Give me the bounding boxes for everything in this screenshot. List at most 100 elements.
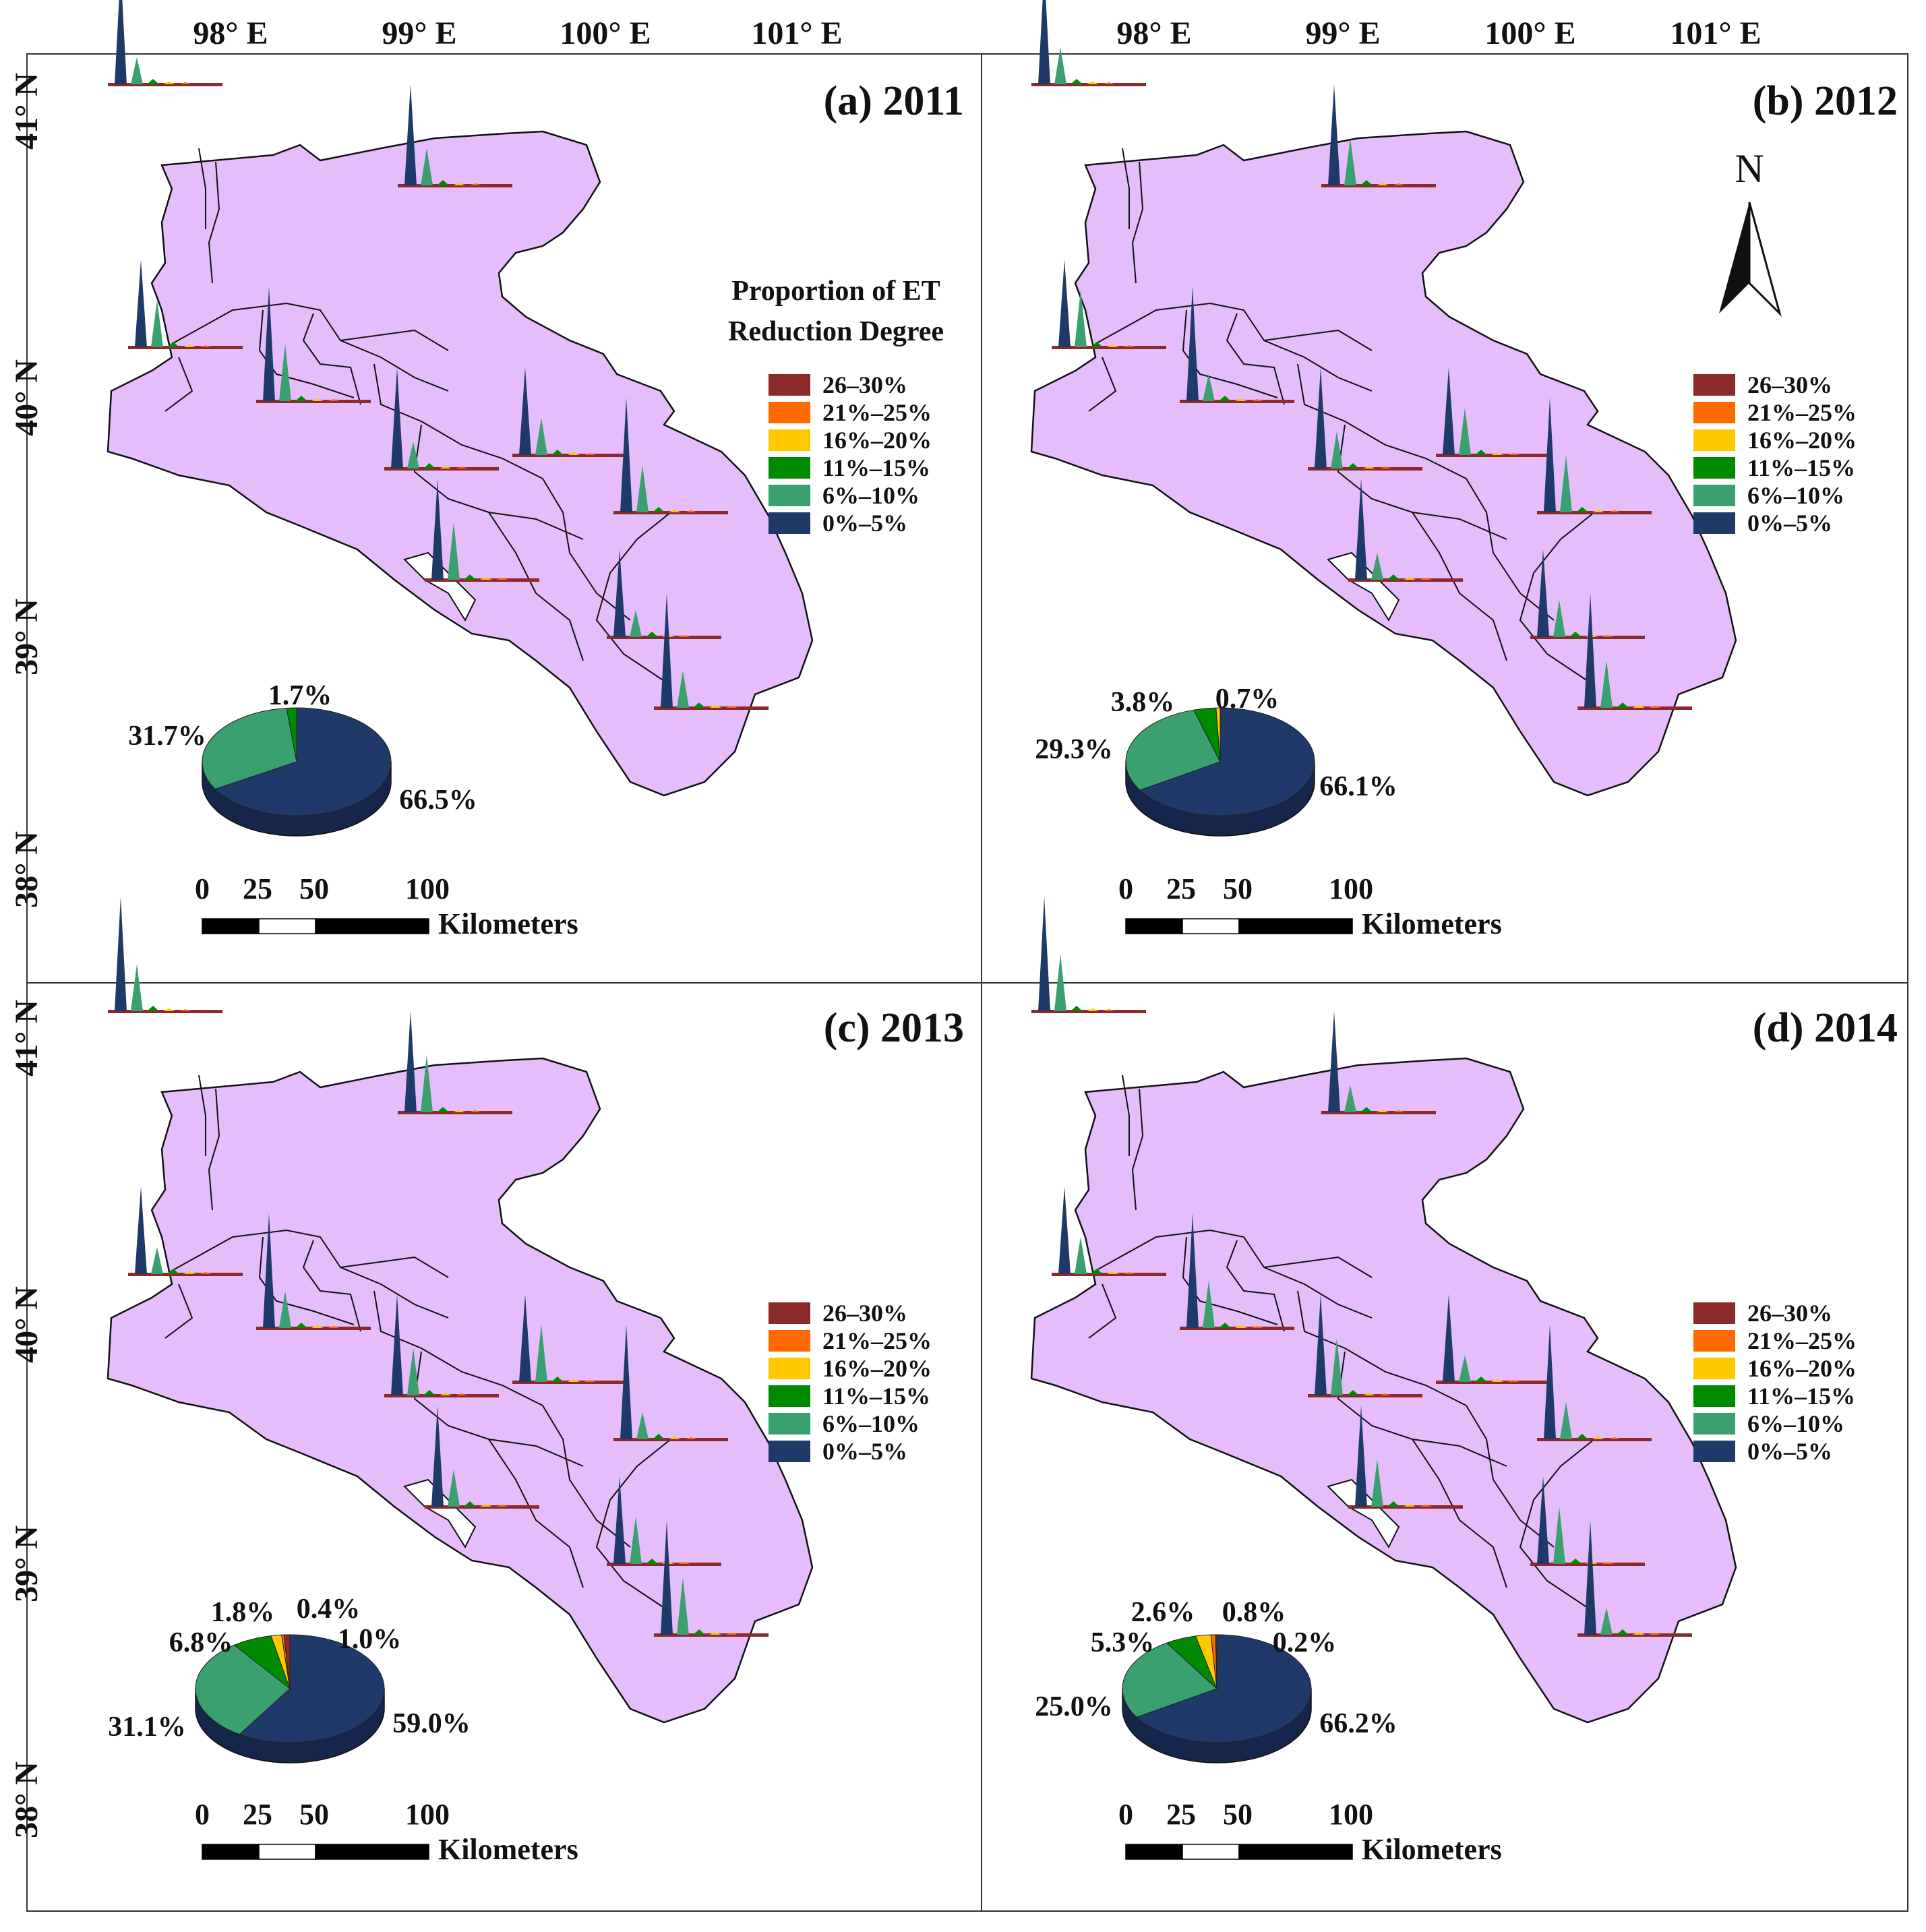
sub-basin-glyph	[256, 1213, 371, 1330]
pie-label: 3.8%	[1111, 687, 1175, 718]
legend-label: 21%–25%	[1747, 1327, 1857, 1354]
sub-basin-glyph	[1052, 1186, 1166, 1276]
legend-swatch	[769, 1302, 810, 1324]
lat-label: 40° N	[9, 359, 44, 436]
legend-label: 0%–5%	[1747, 1438, 1832, 1465]
sub-basin-glyph	[398, 1011, 512, 1114]
pie-label: 1.0%	[338, 1624, 402, 1655]
sub-basin-glyph	[1530, 549, 1645, 639]
pie-chart-a	[202, 707, 392, 837]
scale-segment	[258, 918, 316, 934]
sub-basin-glyph	[1180, 1213, 1294, 1330]
scale-segment	[1238, 1844, 1353, 1860]
sub-basin-glyph	[425, 479, 539, 582]
latitude-axis-bottom: 41° N 40° N 39° N 38° N	[9, 1000, 44, 1838]
legend-label: 16%–20%	[822, 427, 932, 454]
legend-swatch	[1693, 485, 1735, 506]
legend-label: 26–30%	[822, 371, 907, 398]
sub-basin-glyph	[1577, 1520, 1692, 1637]
legend-swatch	[769, 1330, 810, 1352]
scale-label: 100	[1329, 872, 1373, 905]
pie-slice	[239, 1634, 385, 1743]
scale-segment	[1125, 918, 1183, 934]
legend-swatch	[769, 1385, 810, 1407]
lat-label: 38° N	[9, 831, 44, 908]
pie-labels-d: 2.6% 0.8% 5.3% 0.2% 25.0% 66.2%	[1035, 1597, 1397, 1739]
legend-swatch	[1693, 429, 1735, 451]
legend-label: 26–30%	[1747, 371, 1832, 398]
sub-basin-glyph	[128, 1186, 243, 1276]
legend-swatch	[1693, 457, 1735, 479]
pie-slice	[1136, 1634, 1312, 1743]
scale-label: 0	[1118, 1798, 1133, 1831]
lat-label: 41° N	[9, 73, 44, 150]
sub-basin-glyph	[1348, 1406, 1463, 1509]
pie-label: 59.0%	[392, 1708, 471, 1739]
panel-b	[1030, 0, 1737, 797]
legend-label: 16%–20%	[1747, 427, 1857, 454]
legend-a: 26–30%21%–25%16%–20%11%–15%6%–10%0%–5%	[769, 371, 932, 537]
scale-label: 100	[1329, 1798, 1373, 1831]
legend-label: 6%–10%	[1747, 1410, 1844, 1437]
sub-basin-bar-glyphs	[108, 897, 769, 1637]
pie-chart-c	[195, 1634, 385, 1763]
legend-swatch	[1693, 402, 1735, 423]
legend-label: 6%–10%	[822, 1410, 920, 1437]
legend-swatch	[769, 457, 810, 479]
legend-label: 6%–10%	[822, 482, 920, 509]
pie-chart-b	[1125, 707, 1315, 837]
sub-basin-glyph	[384, 1294, 499, 1397]
legend-label: 0%–5%	[822, 510, 907, 537]
pie-label: 0.8%	[1222, 1597, 1286, 1628]
panel-c	[107, 897, 814, 1724]
legend-label: 11%–15%	[1747, 454, 1855, 481]
legend-label: 11%–15%	[1747, 1383, 1855, 1410]
scale-segment	[258, 1844, 316, 1860]
sub-basin-glyph	[654, 1520, 769, 1637]
legend-title: Proportion of ET	[731, 276, 940, 307]
scale-unit: Kilometers	[438, 907, 578, 940]
legend-title: Reduction Degree	[728, 316, 944, 347]
pie-label: 0.4%	[297, 1594, 361, 1625]
sub-basin-glyph	[1537, 1325, 1652, 1441]
panel-a	[107, 0, 814, 797]
pie-label: 6.8%	[169, 1627, 233, 1658]
pie-label: 66.5%	[399, 785, 477, 816]
legend-swatch	[769, 485, 810, 506]
longitude-axis-right: 98° E 99° E 100° E 101° E	[1116, 16, 1761, 51]
lon-label: 99° E	[382, 16, 456, 51]
legend-swatch	[1693, 1302, 1735, 1324]
legend-label: 11%–15%	[822, 1383, 930, 1410]
legend-swatch	[1693, 512, 1735, 534]
legend-label: 21%–25%	[822, 399, 932, 426]
pie-slice	[1125, 709, 1221, 791]
lat-label: 39° N	[9, 1526, 44, 1602]
panel-title-c: (c) 2013	[824, 1005, 964, 1051]
sub-basin-glyph	[654, 593, 769, 710]
pie-slice	[1215, 1634, 1217, 1689]
sub-basin-glyph	[1031, 897, 1146, 1013]
sub-basin-glyph	[512, 1294, 627, 1384]
legend-swatch	[769, 1441, 810, 1462]
pie-slice	[283, 1634, 291, 1689]
pie-label: 25.0%	[1035, 1691, 1113, 1722]
pie-slice	[1122, 1642, 1217, 1718]
legend-swatch	[1693, 374, 1735, 396]
legend-swatch	[1693, 1330, 1735, 1352]
legend-swatch	[769, 402, 810, 423]
scale-label: 0	[195, 872, 210, 905]
scale-label: 25	[1166, 872, 1196, 905]
sub-basin-glyph	[1308, 1294, 1422, 1397]
lat-label: 40° N	[9, 1286, 44, 1363]
latitude-axis-top: 41° N 40° N 39° N 38° N	[9, 73, 44, 908]
pie-label: 0.2%	[1273, 1627, 1337, 1658]
scale-unit: Kilometers	[1362, 907, 1502, 940]
scale-label: 100	[405, 872, 450, 905]
sub-basin-glyph	[607, 1476, 721, 1566]
scale-segment	[315, 1844, 429, 1860]
legend-label: 6%–10%	[1747, 482, 1844, 509]
pie-label: 1.8%	[211, 1597, 275, 1628]
sub-basin-glyph	[128, 260, 243, 349]
